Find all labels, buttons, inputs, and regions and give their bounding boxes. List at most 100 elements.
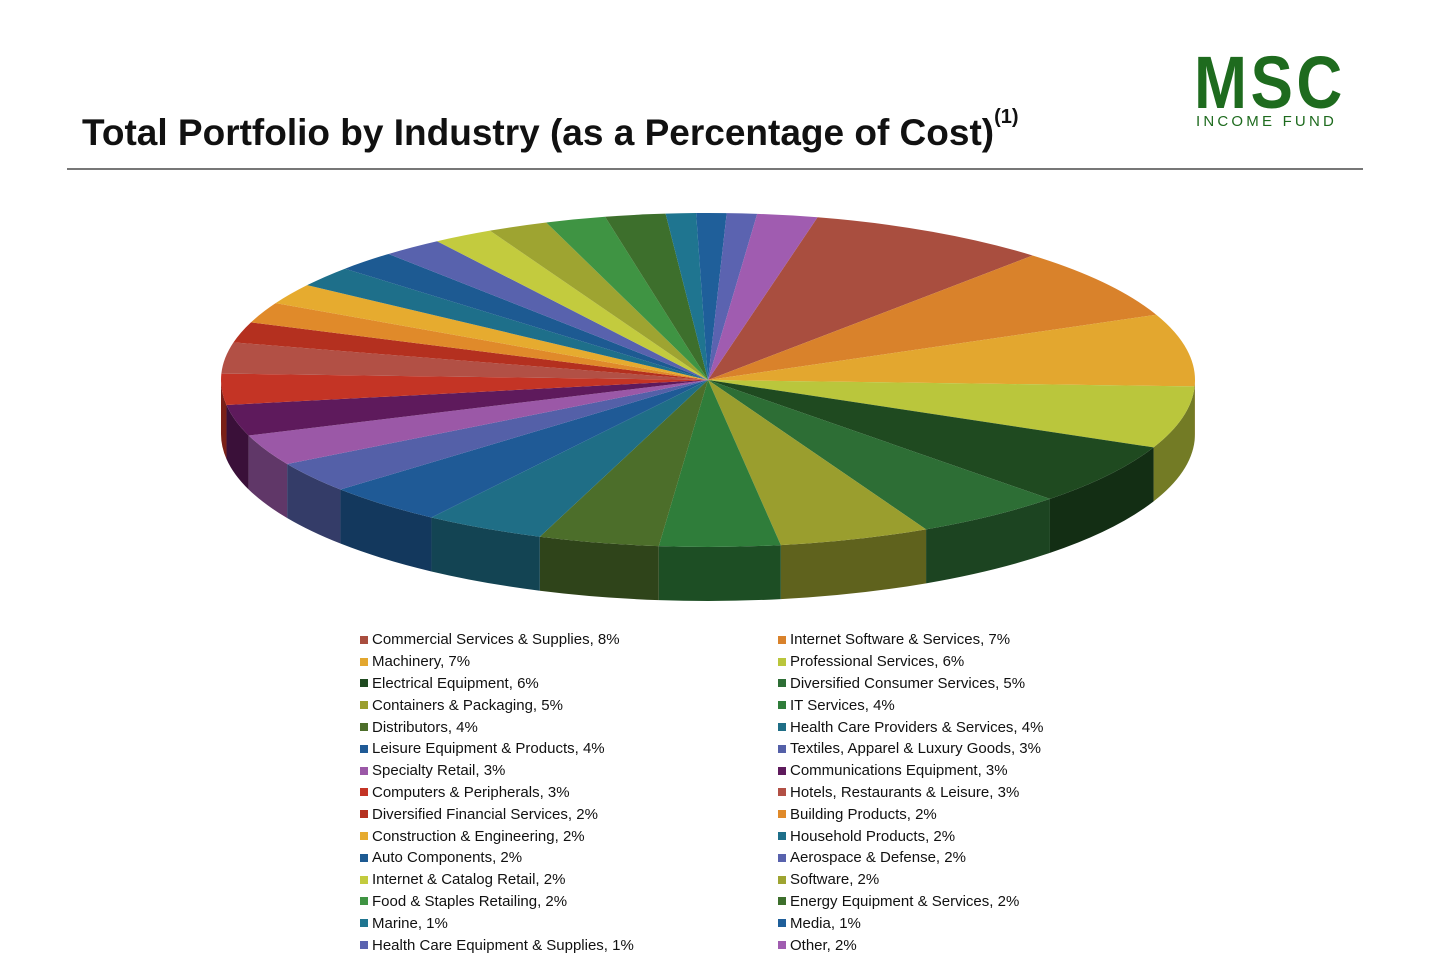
legend-swatch: [778, 853, 786, 862]
legend-label: Diversified Financial Services, 2%: [372, 805, 598, 823]
legend-label: Electrical Equipment, 6%: [372, 674, 539, 692]
pie-slice-side-specialty-retail: [248, 435, 288, 519]
legend-label: Internet & Catalog Retail, 2%: [372, 871, 566, 889]
legend-item-building-products: Building Products, 2%: [778, 803, 1118, 825]
legend-label: Construction & Engineering, 2%: [372, 827, 585, 845]
logo-wordmark: MSC: [1194, 41, 1346, 124]
pie-slice-communications-equipment: [226, 380, 708, 436]
pie-slice-other: [708, 213, 818, 380]
legend-item-hotels-restaurants-leisure: Hotels, Restaurants & Leisure, 3%: [778, 782, 1118, 804]
legend-label: Containers & Packaging, 5%: [372, 696, 563, 714]
legend-label: Machinery, 7%: [372, 653, 471, 671]
pie-slice-side-containers-packaging: [780, 529, 927, 600]
pie-slice-specialty-retail: [248, 380, 708, 465]
legend-item-energy-equipment-services: Energy Equipment & Services, 2%: [778, 891, 1118, 913]
legend-swatch: [778, 832, 786, 841]
legend-swatch: [778, 679, 786, 688]
legend-item-other: Other, 2%: [778, 934, 1118, 956]
pie-slice-software: [489, 222, 708, 380]
pie-slice-marine: [665, 213, 708, 380]
legend-label: Specialty Retail, 3%: [372, 762, 506, 780]
legend-label: Software, 2%: [790, 871, 880, 889]
pie-slice-containers-packaging: [708, 380, 927, 546]
legend-swatch: [360, 679, 368, 688]
legend-item-software: Software, 2%: [778, 869, 1118, 891]
pie-slice-side-computers-peripherals: [221, 380, 227, 459]
legend-swatch: [778, 810, 786, 819]
title-divider: [67, 168, 1363, 170]
title-text: Total Portfolio by Industry (as a Percen…: [82, 112, 995, 153]
legend-label: Aerospace & Defense, 2%: [790, 849, 966, 867]
legend-item-specialty-retail: Specialty Retail, 3%: [360, 760, 778, 782]
legend-item-media: Media, 1%: [778, 912, 1118, 934]
page-title: Total Portfolio by Industry (as a Percen…: [82, 106, 1019, 154]
legend-swatch: [778, 766, 786, 775]
legend-label: IT Services, 4%: [790, 696, 895, 714]
pie-slice-health-care-equipment-supplies: [708, 213, 758, 380]
legend-item-marine: Marine, 1%: [360, 912, 778, 934]
legend-item-leisure-equipment-products: Leisure Equipment & Products, 4%: [360, 738, 778, 760]
legend-swatch: [778, 701, 786, 710]
legend-item-containers-packaging: Containers & Packaging, 5%: [360, 694, 778, 716]
legend-item-construction-engineering: Construction & Engineering, 2%: [360, 825, 778, 847]
legend-item-distributors: Distributors, 4%: [360, 716, 778, 738]
legend-label: Auto Components, 2%: [372, 849, 523, 867]
pie-slice-food-staples-retailing: [546, 216, 708, 380]
chart-legend: Commercial Services & Supplies, 8% Intern…: [360, 629, 1120, 956]
legend-swatch: [360, 853, 368, 862]
legend-swatch: [778, 941, 786, 950]
legend-item-internet-catalog-retail: Internet & Catalog Retail, 2%: [360, 869, 778, 891]
legend-item-communications-equipment: Communications Equipment, 3%: [778, 760, 1118, 782]
legend-item-professional-services: Professional Services, 6%: [778, 651, 1118, 673]
legend-item-diversified-consumer-services: Diversified Consumer Services, 5%: [778, 673, 1118, 695]
pie-slice-it-services: [658, 380, 781, 547]
company-logo: MSC INCOME FUND: [1194, 41, 1364, 133]
legend-swatch: [778, 897, 786, 906]
legend-swatch: [360, 788, 368, 797]
pie-slice-construction-engineering: [275, 285, 708, 380]
pie-slice-side-it-services: [658, 545, 781, 601]
legend-label: Leisure Equipment & Products, 4%: [372, 740, 605, 758]
legend-item-electrical-equipment: Electrical Equipment, 6%: [360, 673, 778, 695]
pie-slice-commercial-services-supplies: [708, 217, 1033, 380]
pie-slice-diversified-financial-services: [233, 322, 708, 380]
legend-swatch: [778, 788, 786, 797]
pie-slice-professional-services: [708, 380, 1195, 448]
pie-slice-aerospace-defense: [388, 241, 708, 380]
legend-label: Food & Staples Retailing, 2%: [372, 892, 568, 910]
pie-slice-internet-software-services: [708, 255, 1157, 380]
pie-slice-computers-peripherals: [221, 373, 708, 405]
legend-swatch: [778, 744, 786, 753]
pie-slice-building-products: [250, 303, 708, 380]
legend-label: Other, 2%: [790, 936, 857, 954]
legend-item-health-care-providers-services: Health Care Providers & Services, 4%: [778, 716, 1118, 738]
legend-swatch: [360, 897, 368, 906]
legend-label: Computers & Peripherals, 3%: [372, 783, 570, 801]
legend-item-diversified-financial-services: Diversified Financial Services, 2%: [360, 803, 778, 825]
legend-swatch: [778, 657, 786, 666]
pie-slice-side-electrical-equipment: [1049, 447, 1154, 553]
legend-item-auto-components: Auto Components, 2%: [360, 847, 778, 869]
pie-slice-side-diversified-consumer-services: [926, 498, 1050, 584]
logo-subtitle: INCOME FUND: [1196, 113, 1338, 130]
legend-swatch: [778, 635, 786, 644]
legend-swatch: [360, 635, 368, 644]
legend-item-computers-peripherals: Computers & Peripherals, 3%: [360, 782, 778, 804]
legend-label: Health Care Providers & Services, 4%: [790, 718, 1044, 736]
pie-slice-energy-equipment-services: [605, 213, 708, 380]
legend-swatch: [778, 875, 786, 884]
title-footnote-marker: (1): [994, 106, 1019, 128]
pie-slice-health-care-providers-services: [431, 380, 708, 537]
pie-slice-diversified-consumer-services: [708, 380, 1050, 530]
legend-label: Commercial Services & Supplies, 8%: [372, 631, 620, 649]
legend-label: Communications Equipment, 3%: [790, 762, 1008, 780]
legend-item-it-services: IT Services, 4%: [778, 694, 1118, 716]
pie-slice-hotels-restaurants-leisure: [221, 342, 709, 380]
legend-item-aerospace-defense: Aerospace & Defense, 2%: [778, 847, 1118, 869]
pie-slice-side-textiles-apparel-luxury-goods: [287, 464, 341, 544]
legend-item-household-products: Household Products, 2%: [778, 825, 1118, 847]
legend-label: Household Products, 2%: [790, 827, 956, 845]
legend-label: Distributors, 4%: [372, 718, 478, 736]
legend-swatch: [778, 919, 786, 928]
